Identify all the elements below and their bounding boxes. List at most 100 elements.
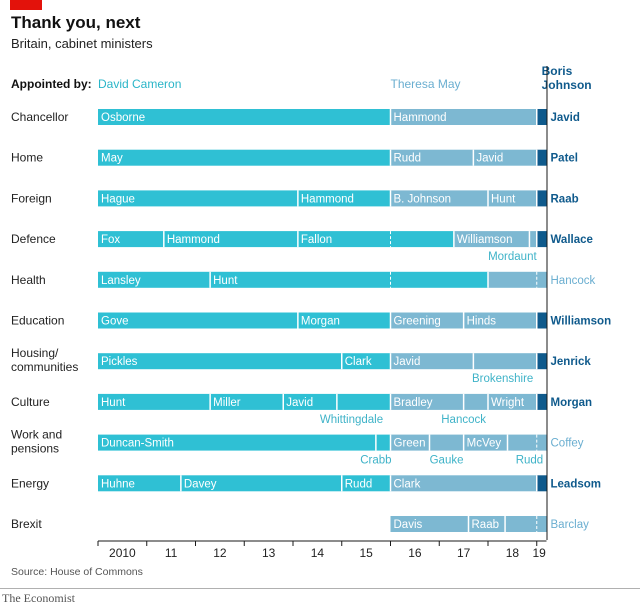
segment-label: Fox [101,234,120,246]
bar-segment [488,271,547,288]
segment-label: Hunt [213,275,238,287]
x-tick-label: 18 [506,546,520,560]
row-label: Brexit [11,517,42,531]
bar-segment [463,312,537,329]
current-minister-label: Hancock [551,275,596,287]
bar-segment [98,353,342,370]
bar-segment [98,434,376,451]
bar-segment [98,271,211,288]
segment-label: Pickles [101,356,138,368]
bar-segment [463,434,508,451]
bar-segment [390,516,469,532]
bar-segment [98,312,298,329]
bar-segment [98,231,164,248]
bar-segment [297,231,454,248]
bar-segment [488,190,537,207]
current-minister-label: Barclay [551,519,590,531]
bar-segment [473,149,537,166]
row-label: Home [11,151,43,165]
segment-label: Bradley [394,397,433,409]
bar-segment [390,312,464,329]
row-label: pensions [11,442,59,456]
segment-label: Green [394,438,426,450]
x-tick-label: 14 [311,546,325,560]
current-minister-label: Jenrick [551,356,592,368]
chart-subtitle: Britain, cabinet ministers [11,36,153,51]
row-label: Chancellor [11,110,68,124]
bar-segment [98,109,391,125]
bar-segment [529,231,537,248]
segment-label: Hunt [491,193,516,205]
row-label: Foreign [11,191,52,205]
current-minister-label: Wallace [551,234,593,246]
segment-label: Morgan [301,316,340,328]
current-minister-label: Williamson [551,316,612,328]
below-bar-label: Whittingdale [320,414,383,426]
segment-label: Hammond [394,112,447,124]
segment-label: May [101,153,123,165]
segment-label: Raab [472,519,500,531]
row-label: communities [11,360,78,374]
bar-segment [429,434,464,451]
segment-label: Hammond [301,193,354,205]
bar-segment [283,393,337,410]
bar-segment [390,149,474,166]
segment-label: McVey [467,438,502,450]
row-label: Work and [11,428,62,442]
segment-label: B. Johnson [394,193,452,205]
legend-johnson-line1: Boris [542,64,573,78]
bar-segment [390,434,430,451]
x-tick-label: 16 [408,546,422,560]
bar-segment [341,353,391,370]
bar-segment [536,393,547,410]
segment-label: Hammond [167,234,220,246]
segment-label: Osborne [101,112,145,124]
segment-label: Duncan-Smith [101,438,174,450]
below-bar-label: Hancock [441,414,486,426]
bar-segment [536,190,547,207]
bar-segment [536,109,547,125]
bar-segment [488,393,537,410]
segment-label: Lansley [101,275,141,287]
legend-title: Appointed by: [11,77,92,91]
current-minister-label: Javid [551,112,580,124]
below-bar-label: Rudd [516,455,544,467]
below-bar-label: Crabb [360,455,391,467]
bar-segment [163,231,298,248]
bar-segment [98,393,211,410]
row-label: Culture [11,395,50,409]
x-tick-label: 19 [533,546,547,560]
chart-title: Thank you, next [11,13,141,32]
source-note: Source: House of Commons [11,566,143,578]
bar-segment [336,393,391,410]
bar-segment [536,149,547,166]
x-tick-label: 11 [165,546,178,560]
bar-segment [390,393,464,410]
row-label: Education [11,314,64,328]
row-label: Housing/ [11,346,59,360]
bar-segment [536,475,547,492]
bar-segment [210,393,284,410]
below-bar-label: Mordaunt [488,251,537,263]
bar-segment [390,190,488,207]
bar-segment [473,353,537,370]
bar-segment [341,475,391,492]
below-bar-label: Brokenshire [472,373,533,385]
bar-segment [463,393,488,410]
bar-segment [390,353,474,370]
bar-segment [453,231,530,248]
bar-segment [507,434,547,451]
segment-label: Hague [101,193,135,205]
segment-label: Fallon [301,234,332,246]
current-minister-label: Patel [551,153,579,165]
footer-divider [0,588,640,589]
bar-segment [390,475,537,492]
segment-label: Davis [394,519,423,531]
segment-label: Williamson [457,234,513,246]
segment-label: Gove [101,316,129,328]
segment-label: Clark [345,356,372,368]
current-minister-label: Leadsom [551,478,602,490]
segment-label: Huhne [101,478,135,490]
brand-red-tag [10,0,42,10]
x-tick-label: 17 [457,546,471,560]
